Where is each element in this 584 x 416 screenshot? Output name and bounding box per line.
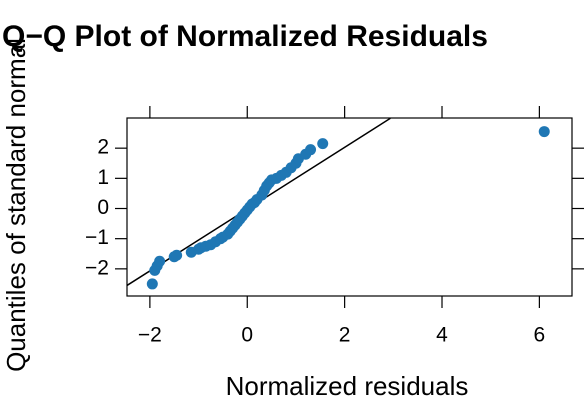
point [146,278,158,290]
y-tick-label: −2 [85,256,109,279]
y-axis-label: Quantiles of standard normal [1,38,31,372]
point [317,138,329,150]
x-tick-label: 6 [534,324,546,347]
point [154,255,166,267]
x-tick-label: −2 [138,324,162,347]
x-tick-label: 4 [436,324,448,347]
plot-frame [126,117,573,297]
chart-title: Q−Q Plot of Normalized Residuals [2,20,488,53]
x-axis-label: Normalized residuals [226,371,469,401]
y-tick-label: −1 [85,226,109,249]
x-tick-label: 2 [339,324,351,347]
y-tick-label: 1 [97,166,109,189]
point [538,126,550,138]
x-tick-label: 0 [241,324,253,347]
y-tick-label: 0 [97,196,109,219]
point [171,249,183,261]
y-tick-label: 2 [97,136,109,159]
point [305,144,317,156]
